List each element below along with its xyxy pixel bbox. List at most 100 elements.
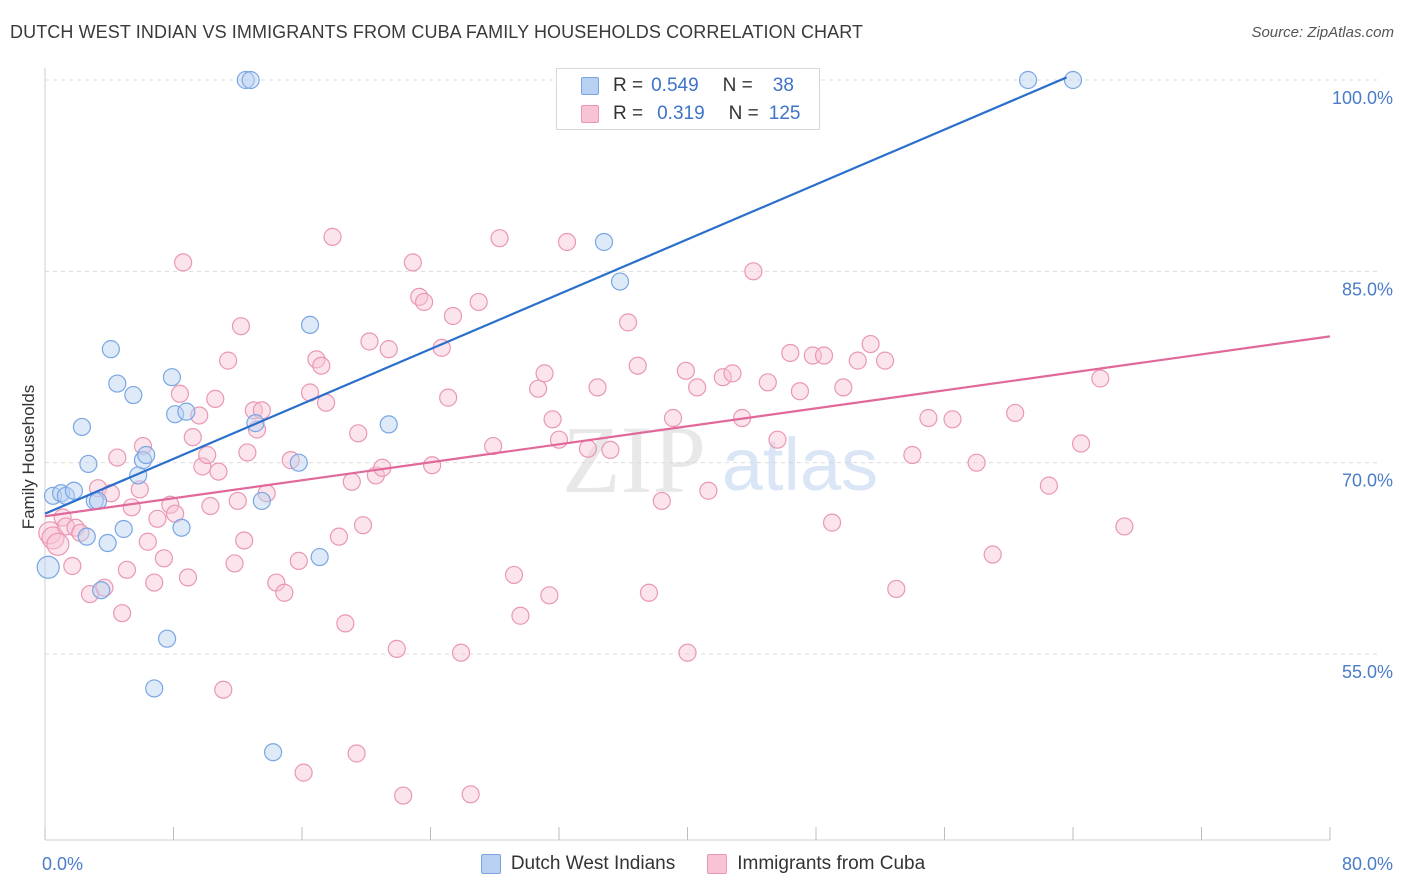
data-point bbox=[201, 496, 220, 516]
data-point bbox=[124, 385, 143, 405]
data-point bbox=[588, 378, 607, 397]
data-point bbox=[72, 417, 92, 437]
data-point bbox=[861, 334, 880, 354]
data-point bbox=[225, 554, 244, 573]
data-point bbox=[263, 743, 283, 762]
legend-label: Dutch West Indians bbox=[510, 853, 676, 874]
x-tick-label: 0.0% bbox=[42, 854, 83, 874]
data-point bbox=[410, 287, 429, 306]
data-point bbox=[289, 453, 308, 472]
data-point bbox=[130, 480, 149, 499]
data-point bbox=[875, 351, 895, 370]
data-point bbox=[511, 606, 530, 625]
data-point bbox=[310, 547, 329, 567]
data-point bbox=[758, 373, 777, 392]
data-point bbox=[117, 560, 137, 579]
data-point bbox=[300, 315, 320, 335]
data-point bbox=[183, 428, 202, 447]
data-point bbox=[252, 491, 271, 511]
data-point bbox=[193, 457, 212, 476]
data-point bbox=[148, 509, 167, 528]
data-point bbox=[154, 549, 173, 568]
legend-n-label: N = bbox=[722, 75, 753, 96]
watermark-zip: ZIP bbox=[562, 406, 706, 513]
legend-n-value: 38 bbox=[772, 75, 794, 96]
x-tick-label: 80.0% bbox=[1342, 854, 1393, 874]
data-point bbox=[610, 272, 630, 291]
series-dutch-west-indians bbox=[36, 70, 1083, 762]
data-point bbox=[781, 343, 800, 363]
data-point bbox=[209, 462, 228, 481]
data-point bbox=[540, 586, 559, 605]
legend-item-dutch-west-indians: Dutch West Indians bbox=[480, 853, 676, 875]
data-point bbox=[713, 368, 732, 387]
data-point bbox=[238, 443, 257, 462]
data-point bbox=[676, 361, 695, 380]
data-point bbox=[1039, 476, 1059, 495]
data-point bbox=[92, 581, 111, 600]
data-point bbox=[628, 356, 647, 375]
data-point bbox=[535, 364, 554, 383]
data-point bbox=[108, 374, 127, 393]
data-point bbox=[133, 451, 153, 470]
data-point bbox=[814, 346, 834, 365]
data-point bbox=[919, 408, 938, 428]
data-point bbox=[41, 526, 65, 550]
series-legend: Dutch West Indians Immigrants from Cuba bbox=[0, 852, 1406, 876]
data-point bbox=[1091, 369, 1110, 388]
data-point bbox=[95, 578, 114, 597]
data-point bbox=[848, 351, 867, 370]
data-point bbox=[166, 405, 185, 424]
data-point bbox=[387, 639, 406, 658]
data-point bbox=[353, 516, 373, 535]
legend-n-value: 125 bbox=[768, 103, 801, 124]
data-point bbox=[342, 472, 361, 491]
data-point bbox=[790, 382, 810, 401]
data-point bbox=[887, 579, 906, 599]
data-point bbox=[122, 498, 141, 517]
data-point bbox=[461, 785, 480, 804]
data-point bbox=[228, 491, 247, 511]
data-point bbox=[688, 378, 707, 397]
data-point bbox=[723, 364, 742, 383]
data-point bbox=[138, 532, 157, 551]
data-point bbox=[162, 368, 181, 387]
data-point bbox=[137, 445, 156, 465]
data-point bbox=[79, 454, 98, 474]
legend-swatch-blue bbox=[581, 77, 599, 95]
legend-label: Immigrants from Cuba bbox=[737, 853, 926, 874]
legend-swatch-blue bbox=[480, 854, 501, 874]
data-point bbox=[594, 232, 614, 252]
data-point bbox=[504, 565, 524, 585]
data-point bbox=[174, 253, 193, 272]
correlation-legend: R = 0.549 N = 38 R = 0.319 N = 125 bbox=[556, 68, 820, 130]
data-point bbox=[414, 292, 434, 312]
data-point bbox=[198, 445, 217, 465]
legend-r-value: 0.319 bbox=[657, 103, 705, 124]
data-point bbox=[663, 408, 683, 428]
data-point bbox=[394, 786, 413, 805]
data-point bbox=[98, 533, 117, 553]
data-point bbox=[101, 340, 120, 359]
legend-r-value: 0.549 bbox=[651, 75, 699, 96]
data-point bbox=[379, 415, 398, 434]
y-axis-title: Family Households bbox=[19, 385, 38, 530]
data-point bbox=[235, 531, 254, 550]
data-point bbox=[46, 532, 70, 556]
data-point bbox=[1006, 403, 1025, 423]
data-point bbox=[177, 402, 196, 421]
data-point bbox=[903, 445, 922, 465]
series-immigrants-from-cuba bbox=[38, 227, 1134, 805]
data-point bbox=[231, 317, 251, 336]
y-tick-label: 70.0% bbox=[1342, 471, 1393, 491]
data-point bbox=[329, 527, 349, 546]
data-point bbox=[822, 513, 842, 532]
data-point bbox=[557, 232, 577, 252]
data-point bbox=[312, 356, 331, 375]
y-tick-label: 85.0% bbox=[1342, 279, 1393, 299]
legend-row-dutch-west-indians: R = 0.549 N = 38 bbox=[581, 73, 794, 99]
data-point bbox=[529, 379, 548, 398]
data-point bbox=[423, 456, 442, 475]
data-point bbox=[172, 518, 191, 537]
